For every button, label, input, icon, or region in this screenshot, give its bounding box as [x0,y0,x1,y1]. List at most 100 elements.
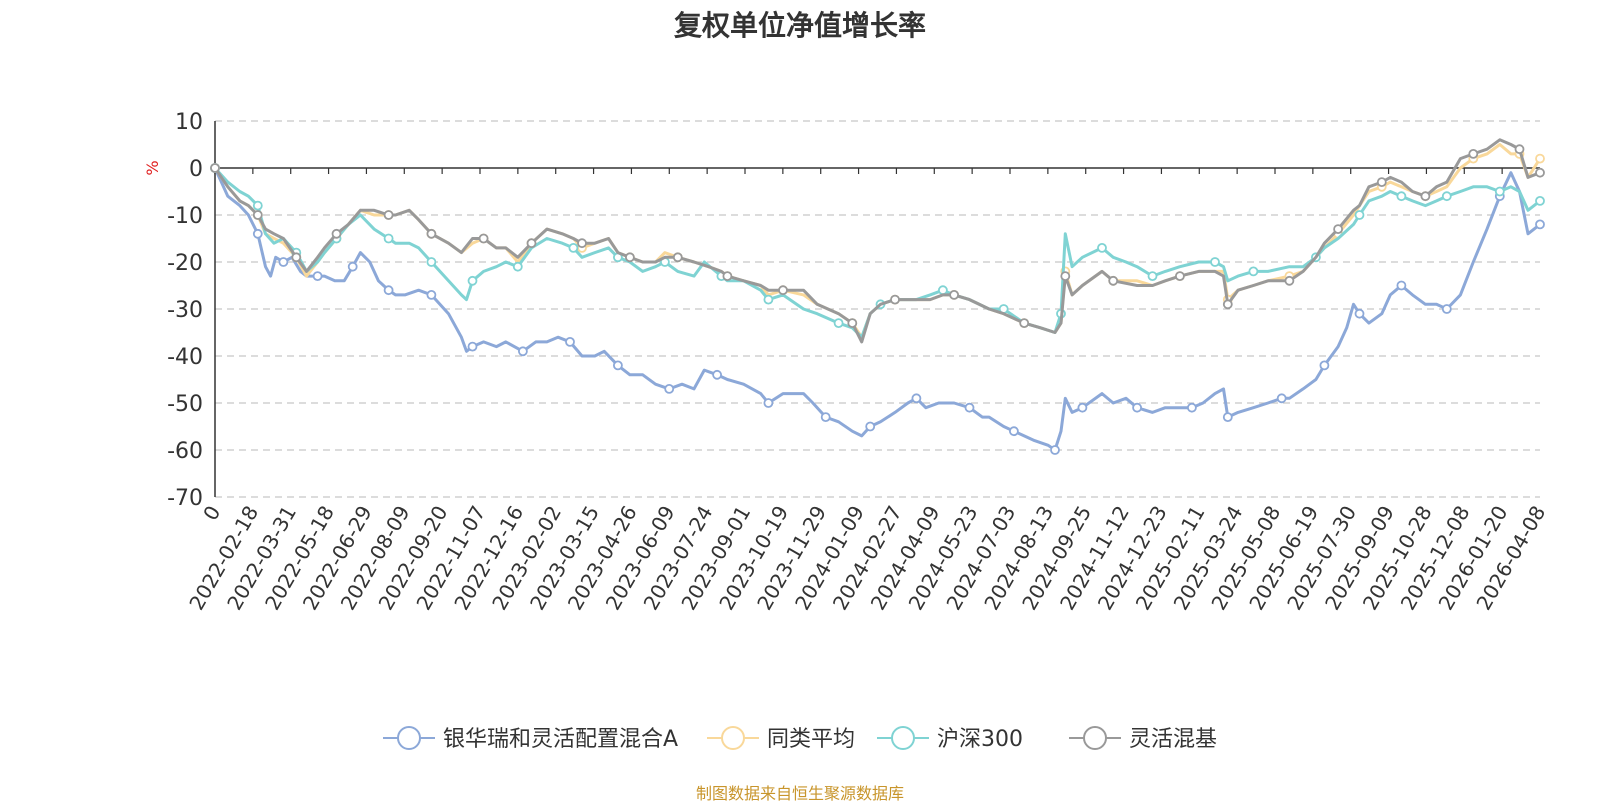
series-point [1276,393,1287,404]
series-line-3 [213,138,1542,344]
series-point [383,285,394,296]
series-point [1222,299,1233,310]
series-lines [210,138,1545,455]
series-point [1077,402,1088,413]
y-tick-label: -30 [167,298,203,323]
series-line-2 [213,166,1542,339]
y-tick-label: -50 [167,392,203,417]
series-point [1494,186,1505,197]
series-point [426,257,437,267]
series-point [291,252,302,263]
y-tick-label: -10 [167,204,203,229]
series-point [565,336,575,347]
series-point [252,210,263,220]
series-point [672,252,683,263]
series-point [1354,210,1365,220]
series-point [467,341,478,352]
legend: 银华瑞和灵活配置混合A 同类平均 沪深300 灵活混基 [383,726,1217,752]
y-tick-label: 0 [189,157,203,182]
series-point [1248,266,1259,277]
legend-label: 银华瑞和灵活配置混合A [443,727,678,752]
series-point [347,261,358,272]
series-point [1147,271,1158,282]
series-point [722,271,733,282]
series-point [210,163,220,173]
series-point [865,421,876,432]
series-point [1396,280,1407,291]
series-point [712,369,722,380]
series-point [1222,412,1233,423]
series-point [763,398,774,408]
series-point [478,233,489,244]
legend-marker [397,726,421,750]
series-point [1535,167,1545,178]
series-point [1354,308,1365,319]
series-point [1060,271,1071,282]
legend-label: 同类平均 [767,727,855,752]
x-tick-label: 0 [198,502,225,525]
series-point [252,200,263,211]
series-point [613,360,623,371]
data-source-note: 制图数据来自恒生聚源数据库 [695,784,904,803]
series-point [1187,402,1197,413]
series-point [847,318,858,329]
series-point [1132,402,1142,413]
series-point [1097,242,1107,253]
series-point [1468,148,1479,159]
legend-marker [721,726,745,750]
y-tick-label: -40 [167,345,203,370]
series-point [383,233,394,244]
y-tick-label: -60 [167,439,203,464]
legend-marker [891,726,915,750]
series-point [278,257,289,267]
series-point [949,289,959,300]
series-point [1050,445,1060,455]
series-point [625,252,635,263]
series-point [426,228,437,239]
series-point [1535,195,1545,206]
legend-label: 沪深300 [937,727,1023,752]
series-point [1441,191,1452,202]
series-point [1210,257,1220,267]
series-point [1535,219,1545,230]
series-point [1108,275,1119,286]
series-point [252,228,263,239]
series-point [1333,224,1343,235]
legend-marker [1083,726,1107,750]
series-point [1019,318,1030,329]
series-point [664,383,675,394]
series-point [833,318,844,329]
legend-label: 灵活混基 [1129,727,1217,752]
series-point [763,294,774,305]
y-tick-label: -70 [167,486,203,511]
series-point [1009,426,1019,437]
series-point [778,285,788,296]
y-tick-label: 10 [175,110,203,135]
series-point [890,294,900,305]
series-point [1175,271,1185,282]
series-point [820,412,831,423]
y-axis: 10 0 -10 -20 -30 -40 -50 -60 -70% [143,110,216,511]
series-point [911,393,922,404]
series-point [964,402,975,413]
series-point [331,228,342,239]
series-point [426,289,437,300]
series-point [1376,177,1387,188]
series-point [1284,275,1295,286]
series-point [526,238,537,249]
series-point [1396,191,1407,202]
series-point [512,261,523,272]
series-point [1535,153,1545,164]
series-point [938,285,948,296]
y-axis-unit: % [143,160,162,175]
series-point [577,238,587,249]
series-point [568,242,579,253]
series-point [312,271,323,282]
chart-title: 复权单位净值增长率 [673,9,926,42]
series-point [383,210,394,220]
series-point [518,346,528,357]
series-point [1441,304,1452,314]
y-tick-label: -20 [167,251,203,276]
series-point [1420,191,1431,202]
